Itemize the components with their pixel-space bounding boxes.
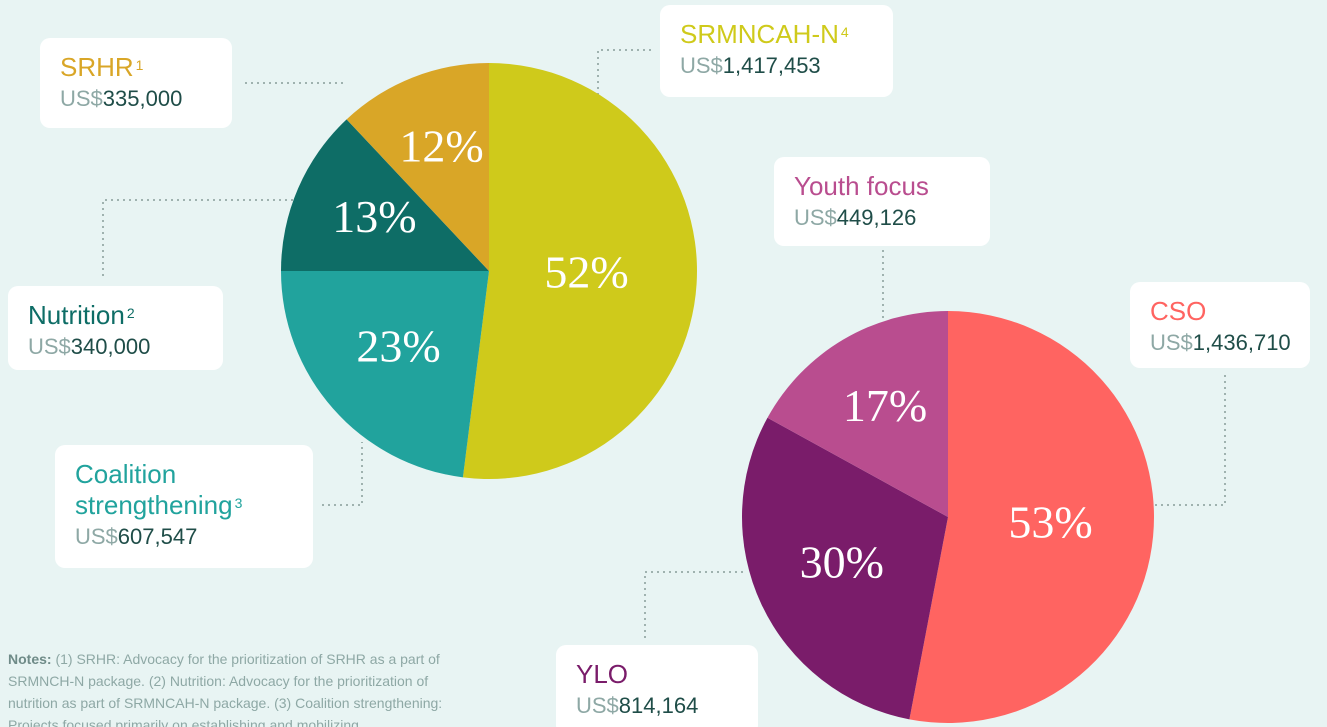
label-box: Nutrition 2 US$340,000 xyxy=(8,286,223,370)
percent-label: 12% xyxy=(399,121,483,172)
connector xyxy=(644,571,746,638)
percent-label: 13% xyxy=(332,191,416,242)
pie-slice xyxy=(767,311,948,517)
amount: US$607,547 xyxy=(75,521,293,553)
amount-value: 814,164 xyxy=(618,693,699,718)
pie-slice xyxy=(346,63,489,271)
amount-value: 607,547 xyxy=(117,524,198,549)
pie-slice xyxy=(909,311,1154,723)
currency: US$ xyxy=(75,524,118,549)
category-label: Youth focus xyxy=(794,171,970,202)
label-box: SRHR 1 US$335,000 xyxy=(40,38,232,128)
connector xyxy=(597,49,655,95)
amount: US$335,000 xyxy=(60,83,212,115)
label-box: Youth focus US$449,126 xyxy=(774,157,990,246)
category-name: SRMNCAH-N xyxy=(680,19,839,49)
category-name: CSO xyxy=(1150,296,1207,326)
category-label: SRMNCAH-N 4 xyxy=(680,19,873,50)
percent-label: 52% xyxy=(544,247,628,298)
amount: US$449,126 xyxy=(794,202,970,234)
amount: US$1,436,710 xyxy=(1150,327,1291,359)
amount: US$340,000 xyxy=(28,331,203,363)
connector xyxy=(102,199,300,276)
category-label: Coalition strengthening 3 xyxy=(75,459,293,521)
notes: Notes: (1) SRHR: Advocacy for the priori… xyxy=(8,648,468,727)
label-box: YLO US$814,164 xyxy=(556,645,758,727)
label-box: Coalition strengthening 3 US$607,547 xyxy=(55,445,313,568)
connector xyxy=(1148,375,1226,506)
category-label: YLO xyxy=(576,659,738,690)
currency: US$ xyxy=(794,205,837,230)
amount-value: 1,436,710 xyxy=(1192,330,1291,355)
pie-slice xyxy=(281,271,489,478)
label-box: CSO US$1,436,710 xyxy=(1130,282,1310,368)
notes-label: Notes: xyxy=(8,651,52,667)
amount-value: 335,000 xyxy=(102,86,183,111)
category-label: SRHR 1 xyxy=(60,52,212,83)
footnote-mark: 4 xyxy=(840,24,849,40)
connectors xyxy=(102,49,1226,638)
amount: US$1,417,453 xyxy=(680,50,873,82)
percent-label: 30% xyxy=(800,537,884,588)
currency: US$ xyxy=(1150,330,1193,355)
category-name: YLO xyxy=(576,659,629,689)
currency: US$ xyxy=(60,86,103,111)
footnote-mark: 2 xyxy=(126,305,135,321)
footnote-mark: 3 xyxy=(234,495,243,511)
pie-slice xyxy=(281,119,489,271)
percent-label: 17% xyxy=(843,380,927,431)
amount-value: 1,417,453 xyxy=(722,53,821,78)
footnote-mark: 1 xyxy=(135,57,144,73)
label-box: SRMNCAH-N 4 US$1,417,453 xyxy=(660,5,893,97)
connector xyxy=(322,442,363,506)
category-name: SRHR xyxy=(60,52,134,82)
amount: US$814,164 xyxy=(576,690,738,722)
notes-text: (1) SRHR: Advocacy for the prioritizatio… xyxy=(8,651,443,727)
currency: US$ xyxy=(28,334,71,359)
percent-label: 53% xyxy=(1008,496,1092,547)
category-label: Nutrition 2 xyxy=(28,300,203,331)
pie-slice xyxy=(742,417,948,720)
amount-value: 340,000 xyxy=(70,334,151,359)
category-name: Nutrition xyxy=(28,300,125,330)
category-label: CSO xyxy=(1150,296,1290,327)
category-name: Coalition strengthening xyxy=(75,459,233,520)
category-name: Youth focus xyxy=(794,171,929,201)
amount-value: 449,126 xyxy=(836,205,917,230)
currency: US$ xyxy=(576,693,619,718)
percent-label: 23% xyxy=(356,320,440,371)
pie-slice xyxy=(462,63,697,479)
currency: US$ xyxy=(680,53,723,78)
